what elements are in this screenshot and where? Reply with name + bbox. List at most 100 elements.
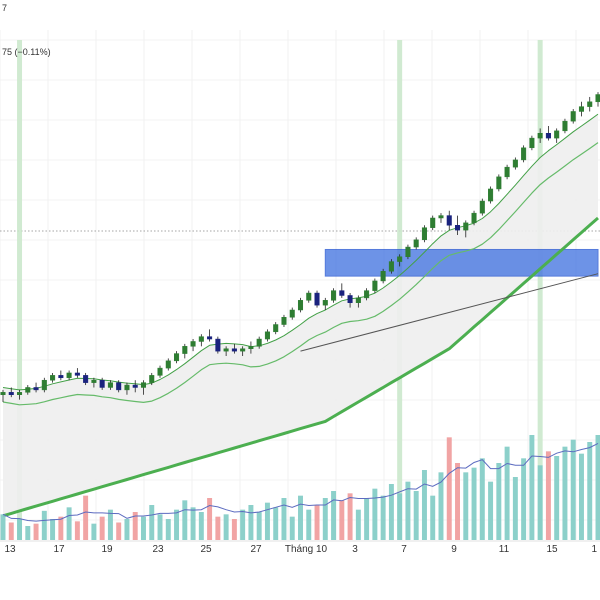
volume-bar bbox=[364, 498, 370, 540]
candle-body bbox=[504, 166, 510, 178]
x-tick-label: 23 bbox=[152, 544, 164, 555]
x-tick-label: 19 bbox=[101, 544, 113, 555]
candle-body bbox=[405, 246, 411, 257]
volume-bar bbox=[33, 523, 39, 540]
candle-body bbox=[256, 338, 262, 347]
volume-bar bbox=[99, 516, 105, 540]
ma-long-line bbox=[2, 216, 599, 518]
volume-bar bbox=[17, 519, 23, 540]
volume-bar bbox=[231, 519, 237, 540]
volume-bar bbox=[355, 509, 361, 540]
trendline bbox=[300, 273, 599, 352]
volume-bar bbox=[570, 439, 576, 540]
candle-body bbox=[25, 387, 31, 393]
volume-bar bbox=[149, 505, 155, 540]
volume-bar bbox=[397, 493, 403, 540]
candle-body bbox=[488, 188, 494, 202]
candle-body bbox=[529, 137, 535, 149]
candle-body bbox=[438, 215, 444, 219]
candle-body bbox=[8, 392, 14, 395]
highlight-band bbox=[17, 40, 23, 540]
candle-body bbox=[174, 353, 180, 362]
candle-body bbox=[297, 300, 304, 311]
volume-bar bbox=[132, 512, 138, 540]
candle-body bbox=[91, 379, 97, 383]
x-tick-label: 15 bbox=[546, 544, 558, 555]
x-tick-label: 13 bbox=[4, 544, 16, 555]
volume-bar bbox=[223, 514, 229, 540]
volume-bar bbox=[74, 521, 80, 540]
zone-rect bbox=[324, 248, 599, 277]
candle-body bbox=[355, 297, 361, 303]
x-tick-label: 7 bbox=[401, 544, 407, 555]
volume-bar bbox=[190, 507, 196, 540]
volume-bar bbox=[157, 514, 163, 540]
candle-body bbox=[198, 336, 204, 342]
candle-body bbox=[421, 227, 427, 241]
candle-body bbox=[182, 346, 188, 354]
candle-body bbox=[41, 379, 47, 391]
candle-body bbox=[157, 367, 163, 376]
volume-bar bbox=[372, 488, 378, 540]
candle-body bbox=[554, 130, 560, 139]
candle-body bbox=[471, 212, 477, 224]
candle-body bbox=[107, 382, 113, 388]
volume-bar bbox=[562, 446, 568, 540]
volume-bar bbox=[124, 519, 130, 540]
volume-bar bbox=[264, 502, 270, 540]
volume-bar bbox=[273, 507, 279, 540]
candle-body bbox=[33, 387, 39, 391]
candle-body bbox=[380, 271, 386, 282]
candle-body bbox=[372, 280, 378, 291]
volume-bar bbox=[322, 498, 328, 540]
volume-bar bbox=[314, 505, 320, 540]
volume-bar bbox=[289, 516, 295, 540]
candle-body bbox=[215, 338, 221, 352]
highlight-band bbox=[537, 40, 543, 540]
volume-bar bbox=[339, 500, 345, 540]
candle-body bbox=[397, 256, 403, 262]
volume-bar bbox=[529, 435, 535, 540]
candle-body bbox=[190, 341, 196, 347]
candle-body bbox=[0, 392, 6, 395]
volume-bar bbox=[595, 435, 600, 540]
candle-body bbox=[570, 111, 576, 122]
volume-bar bbox=[165, 519, 171, 540]
candle-body bbox=[339, 290, 345, 296]
candle-body bbox=[240, 348, 246, 352]
volume-bar bbox=[83, 495, 89, 540]
candle-body bbox=[454, 225, 461, 231]
volume-bar bbox=[504, 446, 510, 540]
candle-body bbox=[322, 300, 328, 306]
price-zone-box[interactable] bbox=[324, 248, 599, 277]
candle-body bbox=[66, 372, 72, 379]
volume-bar bbox=[182, 500, 188, 540]
volume-bar bbox=[281, 498, 287, 540]
volume-bar bbox=[430, 495, 436, 540]
volume-bar bbox=[537, 465, 543, 540]
candle-body bbox=[388, 261, 394, 272]
volume-bar bbox=[174, 509, 180, 540]
candle-body bbox=[578, 106, 584, 112]
x-tick-label: 25 bbox=[200, 544, 212, 555]
volume-bar bbox=[405, 481, 411, 540]
x-tick-label: 1 bbox=[591, 544, 597, 555]
volume-bar bbox=[248, 505, 254, 540]
candle-body bbox=[223, 348, 229, 352]
volume-bar bbox=[463, 472, 469, 540]
volume-bar bbox=[446, 437, 452, 540]
candle-body bbox=[74, 372, 80, 376]
candle-body bbox=[165, 360, 171, 369]
candle-body bbox=[83, 375, 89, 383]
volume-bar bbox=[8, 522, 14, 540]
candle-body bbox=[512, 159, 518, 168]
candle-body bbox=[496, 176, 502, 190]
candle-body bbox=[231, 348, 237, 352]
volume-bar bbox=[107, 509, 113, 540]
volume-bar bbox=[25, 526, 31, 540]
candle-body bbox=[430, 217, 436, 228]
candle-body bbox=[207, 336, 213, 340]
volume-bar bbox=[421, 470, 427, 540]
